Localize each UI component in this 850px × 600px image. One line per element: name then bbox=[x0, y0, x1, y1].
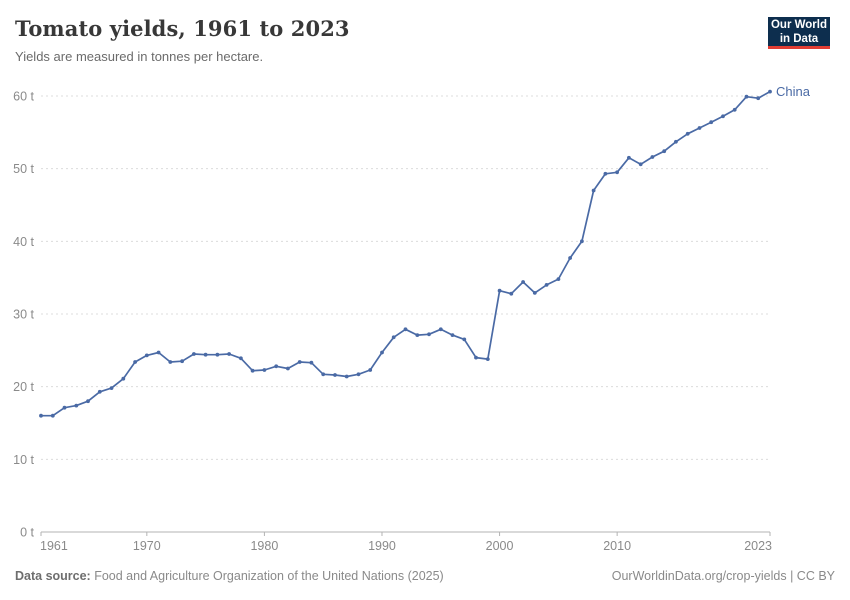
data-point[interactable] bbox=[474, 355, 478, 360]
data-point[interactable] bbox=[697, 126, 702, 130]
x-tick-label: 1961 bbox=[40, 539, 68, 553]
footer-right: OurWorldinData.org/crop-yields | CC BY bbox=[612, 569, 835, 583]
data-point[interactable] bbox=[732, 107, 737, 112]
data-point[interactable] bbox=[674, 139, 678, 144]
y-tick-label: 60 t bbox=[13, 90, 34, 104]
data-point[interactable] bbox=[239, 356, 243, 361]
x-tick-label: 2010 bbox=[603, 539, 631, 553]
data-point[interactable] bbox=[192, 352, 196, 356]
data-point[interactable] bbox=[662, 149, 667, 154]
data-point[interactable] bbox=[74, 403, 79, 408]
data-point[interactable] bbox=[286, 366, 290, 371]
chart-footer: Data source: Food and Agriculture Organi… bbox=[15, 569, 835, 583]
y-tick-label: 30 t bbox=[13, 308, 34, 322]
data-point[interactable] bbox=[333, 373, 337, 377]
data-point[interactable] bbox=[568, 256, 572, 260]
data-point[interactable] bbox=[485, 357, 490, 361]
data-point[interactable] bbox=[344, 374, 349, 379]
y-tick-label: 50 t bbox=[13, 162, 34, 176]
data-point[interactable] bbox=[62, 405, 67, 410]
data-point[interactable] bbox=[580, 239, 584, 244]
chart-header: Tomato yields, 1961 to 2023 Yields are m… bbox=[15, 16, 755, 64]
data-point[interactable] bbox=[50, 413, 55, 418]
data-point[interactable] bbox=[391, 335, 396, 340]
y-tick-label: 40 t bbox=[13, 235, 34, 249]
data-point[interactable] bbox=[403, 327, 408, 332]
data-point[interactable] bbox=[615, 170, 619, 175]
data-point[interactable] bbox=[39, 413, 43, 418]
data-point[interactable] bbox=[262, 368, 267, 372]
data-point[interactable] bbox=[215, 352, 220, 357]
data-point[interactable] bbox=[603, 171, 608, 176]
data-point[interactable] bbox=[297, 360, 302, 364]
data-point[interactable] bbox=[556, 277, 561, 281]
page-subtitle: Yields are measured in tonnes per hectar… bbox=[15, 49, 264, 64]
data-point[interactable] bbox=[368, 368, 373, 372]
owid-logo-line2: in Data bbox=[779, 32, 819, 45]
x-tick-label: 1990 bbox=[368, 539, 396, 553]
data-point[interactable] bbox=[97, 389, 102, 394]
data-point[interactable] bbox=[627, 155, 631, 160]
series-label[interactable]: China bbox=[776, 84, 811, 99]
data-point[interactable] bbox=[591, 188, 596, 193]
x-tick-label: 2023 bbox=[744, 539, 772, 553]
x-tick-label: 2000 bbox=[486, 539, 514, 553]
footer-license: CC BY bbox=[796, 569, 835, 583]
data-point[interactable] bbox=[544, 283, 549, 287]
data-point[interactable] bbox=[427, 332, 431, 337]
data-point[interactable] bbox=[156, 350, 161, 355]
data-point[interactable] bbox=[744, 94, 749, 99]
data-point[interactable] bbox=[509, 291, 514, 296]
page-title: Tomato yields, 1961 to 2023 bbox=[15, 16, 350, 41]
data-point[interactable] bbox=[356, 372, 361, 377]
data-point[interactable] bbox=[121, 376, 126, 381]
data-point[interactable] bbox=[250, 368, 255, 373]
data-point[interactable] bbox=[721, 114, 725, 119]
data-point[interactable] bbox=[638, 162, 643, 167]
owid-logo-line1: Our World bbox=[770, 18, 827, 31]
data-point[interactable] bbox=[133, 360, 138, 364]
data-source-label: Data source: bbox=[15, 569, 91, 583]
data-point[interactable] bbox=[321, 372, 326, 377]
y-tick-label: 20 t bbox=[13, 380, 34, 394]
y-tick-label: 10 t bbox=[13, 453, 34, 467]
data-point[interactable] bbox=[756, 96, 761, 101]
data-point[interactable] bbox=[203, 352, 208, 357]
data-point[interactable] bbox=[380, 350, 384, 355]
data-point[interactable] bbox=[309, 360, 314, 365]
line-chart: 0 t 10 t 20 t 30 t 40 t 50 t 60 t 1961 1970 1980 1… bbox=[13, 84, 811, 553]
data-point[interactable] bbox=[450, 333, 455, 337]
data-point[interactable] bbox=[521, 280, 525, 284]
data-source-note: Data source: Food and Agriculture Organi… bbox=[15, 569, 444, 583]
data-point[interactable] bbox=[227, 352, 232, 356]
data-point[interactable] bbox=[462, 337, 467, 342]
x-tick-label: 1970 bbox=[133, 539, 161, 553]
data-point[interactable] bbox=[415, 333, 420, 337]
y-tick-label: 0 t bbox=[20, 526, 34, 540]
data-point[interactable] bbox=[497, 288, 502, 293]
china-line[interactable] bbox=[40, 90, 771, 417]
footer-link[interactable]: OurWorldinData.org/crop-yields bbox=[611, 569, 787, 583]
data-source-text: Food and Agriculture Organization of the… bbox=[90, 569, 444, 583]
data-point[interactable] bbox=[438, 327, 443, 332]
data-point[interactable] bbox=[109, 386, 114, 390]
data-point[interactable] bbox=[685, 131, 690, 136]
data-point[interactable] bbox=[168, 360, 173, 364]
data-point[interactable] bbox=[532, 291, 537, 295]
chart-area: 0 t 10 t 20 t 30 t 40 t 50 t 60 t 1961 1970 1980 1… bbox=[0, 80, 850, 560]
owid-logo[interactable]: Our World in Data bbox=[768, 17, 830, 49]
data-point[interactable] bbox=[180, 359, 185, 364]
data-point[interactable] bbox=[709, 120, 714, 125]
data-point[interactable] bbox=[144, 353, 149, 358]
data-point[interactable] bbox=[768, 89, 772, 94]
x-tick-label: 1980 bbox=[250, 539, 278, 553]
data-point[interactable] bbox=[86, 399, 90, 404]
data-point[interactable] bbox=[274, 364, 279, 369]
data-point[interactable] bbox=[650, 155, 655, 159]
footer-separator: | bbox=[786, 569, 797, 583]
